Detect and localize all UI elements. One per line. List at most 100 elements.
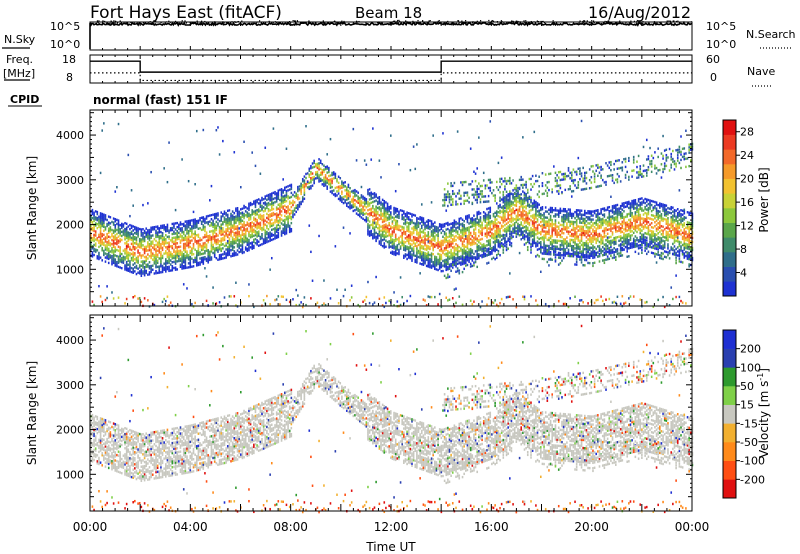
power-cell <box>129 252 131 255</box>
power-cell <box>486 217 488 221</box>
power-cell <box>354 194 356 198</box>
power-cell <box>481 245 483 249</box>
power-cell <box>205 275 208 278</box>
power-cell <box>515 200 518 204</box>
power-cell <box>114 262 117 265</box>
date-label: 16/Aug/2012 <box>588 3 691 22</box>
power-cell <box>132 233 134 236</box>
power-cell <box>259 213 262 216</box>
power-cell <box>104 216 107 219</box>
power-cell <box>437 226 439 229</box>
power-cell <box>398 238 400 242</box>
power-cell <box>166 251 169 255</box>
power-cell <box>107 235 110 238</box>
power-cell <box>487 213 490 216</box>
power-cell <box>261 207 263 211</box>
power-cell <box>163 242 165 245</box>
power-cell <box>182 230 185 234</box>
power-cell <box>497 245 500 248</box>
power-cell <box>119 266 121 269</box>
power-cell <box>155 233 157 237</box>
power-cell <box>474 219 477 223</box>
power-cell <box>495 228 498 231</box>
power-cell <box>236 211 239 214</box>
power-cell <box>388 209 390 213</box>
power-cell <box>526 214 529 217</box>
power-cell <box>318 166 320 169</box>
power-cell <box>104 240 107 243</box>
power-cell <box>403 242 405 245</box>
power-cell <box>536 226 539 229</box>
power-cell <box>197 253 200 257</box>
power-cell <box>432 224 434 228</box>
power-cell <box>112 241 115 244</box>
power-cell <box>492 194 495 197</box>
power-cell <box>443 261 446 264</box>
power-cell <box>111 234 113 238</box>
power-cell <box>409 218 412 222</box>
power-cell <box>287 197 289 200</box>
power-cell <box>297 206 299 209</box>
power-cell <box>101 249 104 252</box>
power-cell <box>407 256 410 259</box>
power-cell <box>466 242 469 246</box>
power-cell <box>445 258 448 262</box>
power-cell <box>275 230 278 233</box>
nsky-point <box>512 20 514 22</box>
power-cell <box>235 207 237 210</box>
power-cell <box>526 220 529 223</box>
power-cell <box>535 216 537 220</box>
power-cell <box>445 252 448 255</box>
power-cell <box>502 199 505 202</box>
power-cell <box>538 215 540 218</box>
power-cell <box>261 228 263 232</box>
power-cell <box>248 242 250 246</box>
power-cell <box>509 195 511 199</box>
power-cell <box>171 232 174 236</box>
power-cell <box>119 258 121 261</box>
power-cell <box>455 234 457 238</box>
power-cell <box>150 270 152 274</box>
nsky-point <box>404 22 406 24</box>
power-cell <box>129 227 131 231</box>
power-cell <box>99 212 102 215</box>
power-cell <box>334 174 337 178</box>
power-cell <box>373 230 376 233</box>
power-cell <box>137 235 139 238</box>
power-cell <box>148 271 151 274</box>
power-cell <box>324 167 327 171</box>
power-cell <box>531 230 534 233</box>
power-cell <box>262 198 265 201</box>
power-cell <box>119 224 121 227</box>
power-cell <box>500 297 503 301</box>
power-cell <box>451 224 454 227</box>
power-cell <box>513 224 516 227</box>
power-cell <box>314 163 317 166</box>
power-cell <box>363 299 366 302</box>
power-cell <box>489 210 492 214</box>
power-cell <box>541 226 544 229</box>
power-cell <box>112 231 115 234</box>
power-cell <box>264 195 267 198</box>
power-cell <box>345 196 348 199</box>
power-cell <box>220 233 223 236</box>
power-cell <box>398 250 400 254</box>
power-cell <box>381 230 384 234</box>
power-cell <box>257 198 260 201</box>
power-cell <box>455 226 457 230</box>
nsky-point <box>292 20 294 22</box>
power-cell <box>117 239 120 242</box>
power-cell <box>515 218 518 222</box>
power-cell <box>212 237 214 241</box>
power-cell <box>244 234 247 237</box>
power-cell <box>93 237 95 241</box>
power-cell <box>389 241 392 244</box>
power-cell <box>104 248 107 251</box>
power-cell <box>120 224 123 228</box>
power-cell <box>440 265 443 269</box>
power-cell <box>422 229 425 232</box>
power-cell <box>171 261 174 264</box>
power-cell <box>120 238 123 242</box>
power-cell <box>373 301 376 304</box>
nsky-point <box>358 20 360 23</box>
